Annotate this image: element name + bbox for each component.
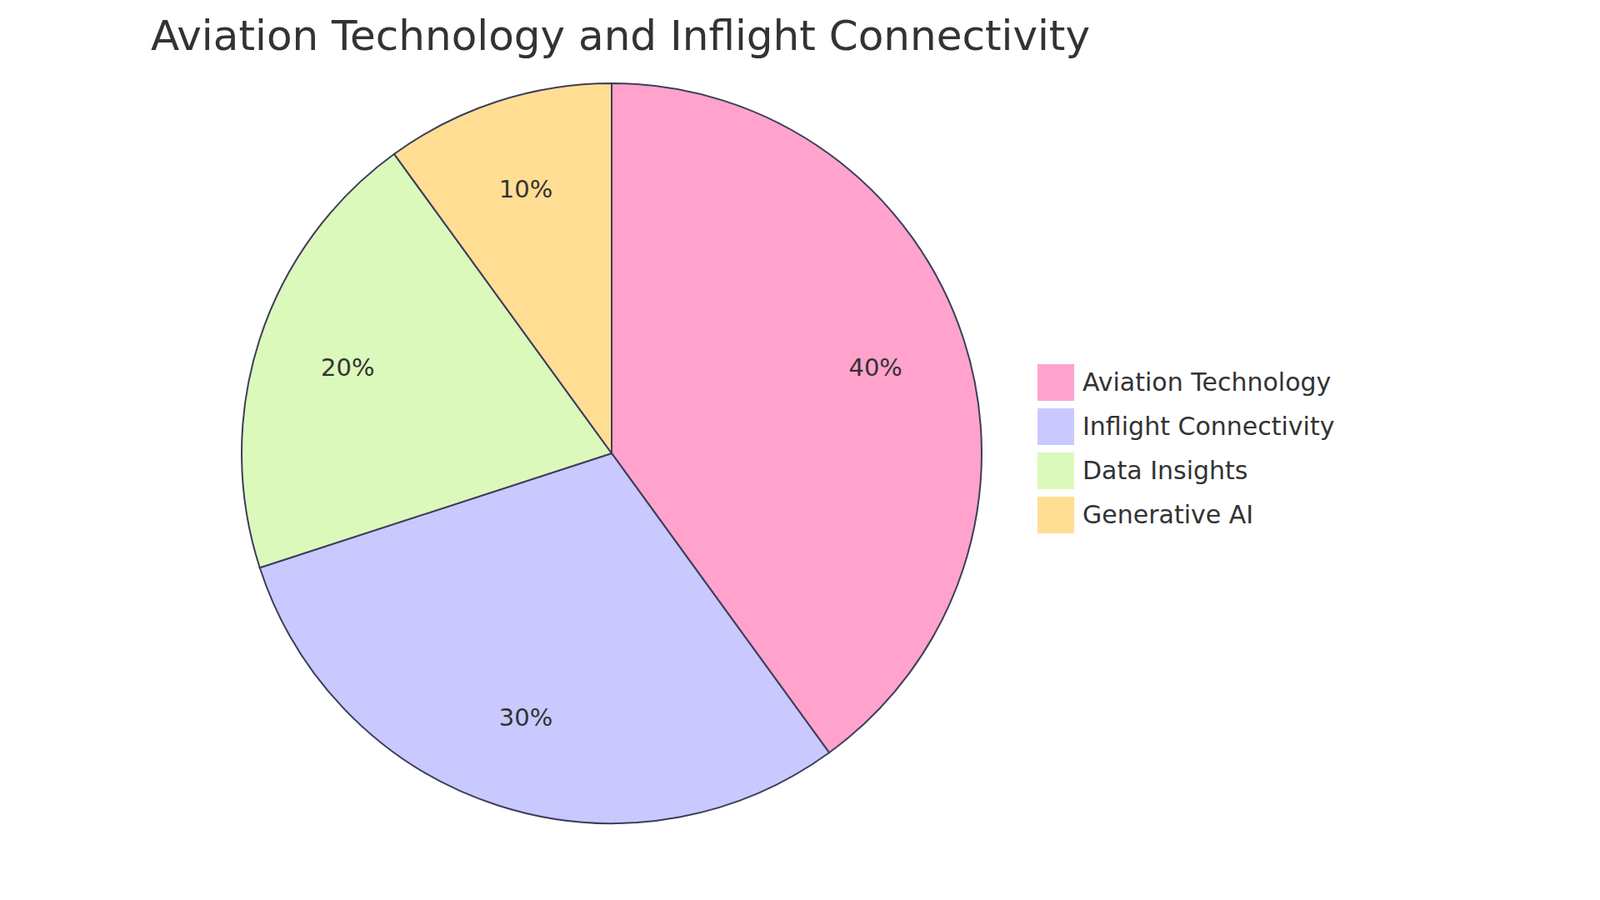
html-text:Aviation Technology: Aviation Technology (1082, 367, 1332, 397)
svg-text:20%: 20% (320, 353, 375, 382)
svg-text:30%: 30% (499, 703, 553, 732)
html-text:Data Insights: Data Insights (1082, 455, 1248, 485)
html-text:Generative AI: Generative AI (1082, 500, 1254, 530)
html-text:Inflight Connectivity: Inflight Connectivity (1082, 411, 1335, 441)
svg-text:10%: 10% (499, 175, 553, 204)
html-text:Aviation Technology and Inflig: Aviation Technology and Inflight Connect… (150, 11, 1091, 60)
svg-text:40%: 40% (848, 353, 902, 382)
